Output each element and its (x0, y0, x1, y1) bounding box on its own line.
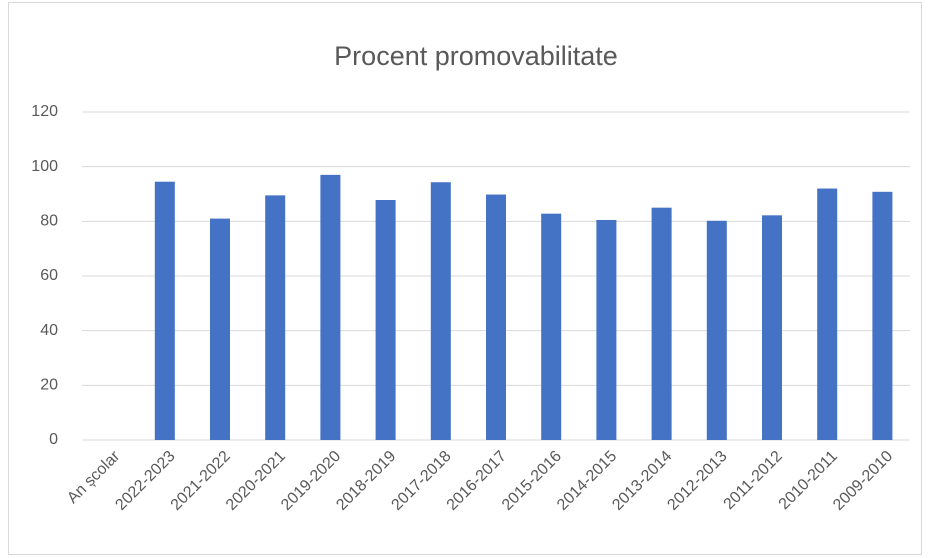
bar (651, 207, 672, 440)
chart-title: Procent promovabilitate (334, 41, 618, 71)
y-tick-label: 120 (31, 103, 58, 120)
bar (762, 215, 782, 440)
y-tick-label: 40 (40, 322, 58, 339)
bar (541, 213, 562, 440)
y-tick-label: 20 (40, 377, 58, 394)
y-tick-label: 100 (31, 158, 58, 175)
bar (320, 174, 341, 440)
y-tick-label: 60 (40, 267, 58, 284)
y-tick-label: 80 (40, 213, 58, 230)
bar (817, 188, 838, 440)
bar (265, 195, 286, 440)
bar (706, 220, 727, 440)
bar (486, 194, 506, 440)
bar (375, 200, 396, 440)
bar (872, 191, 893, 440)
bar (154, 181, 175, 440)
bar (596, 219, 617, 440)
bar (430, 182, 451, 440)
bar (210, 218, 230, 440)
y-tick-label: 0 (49, 431, 58, 448)
